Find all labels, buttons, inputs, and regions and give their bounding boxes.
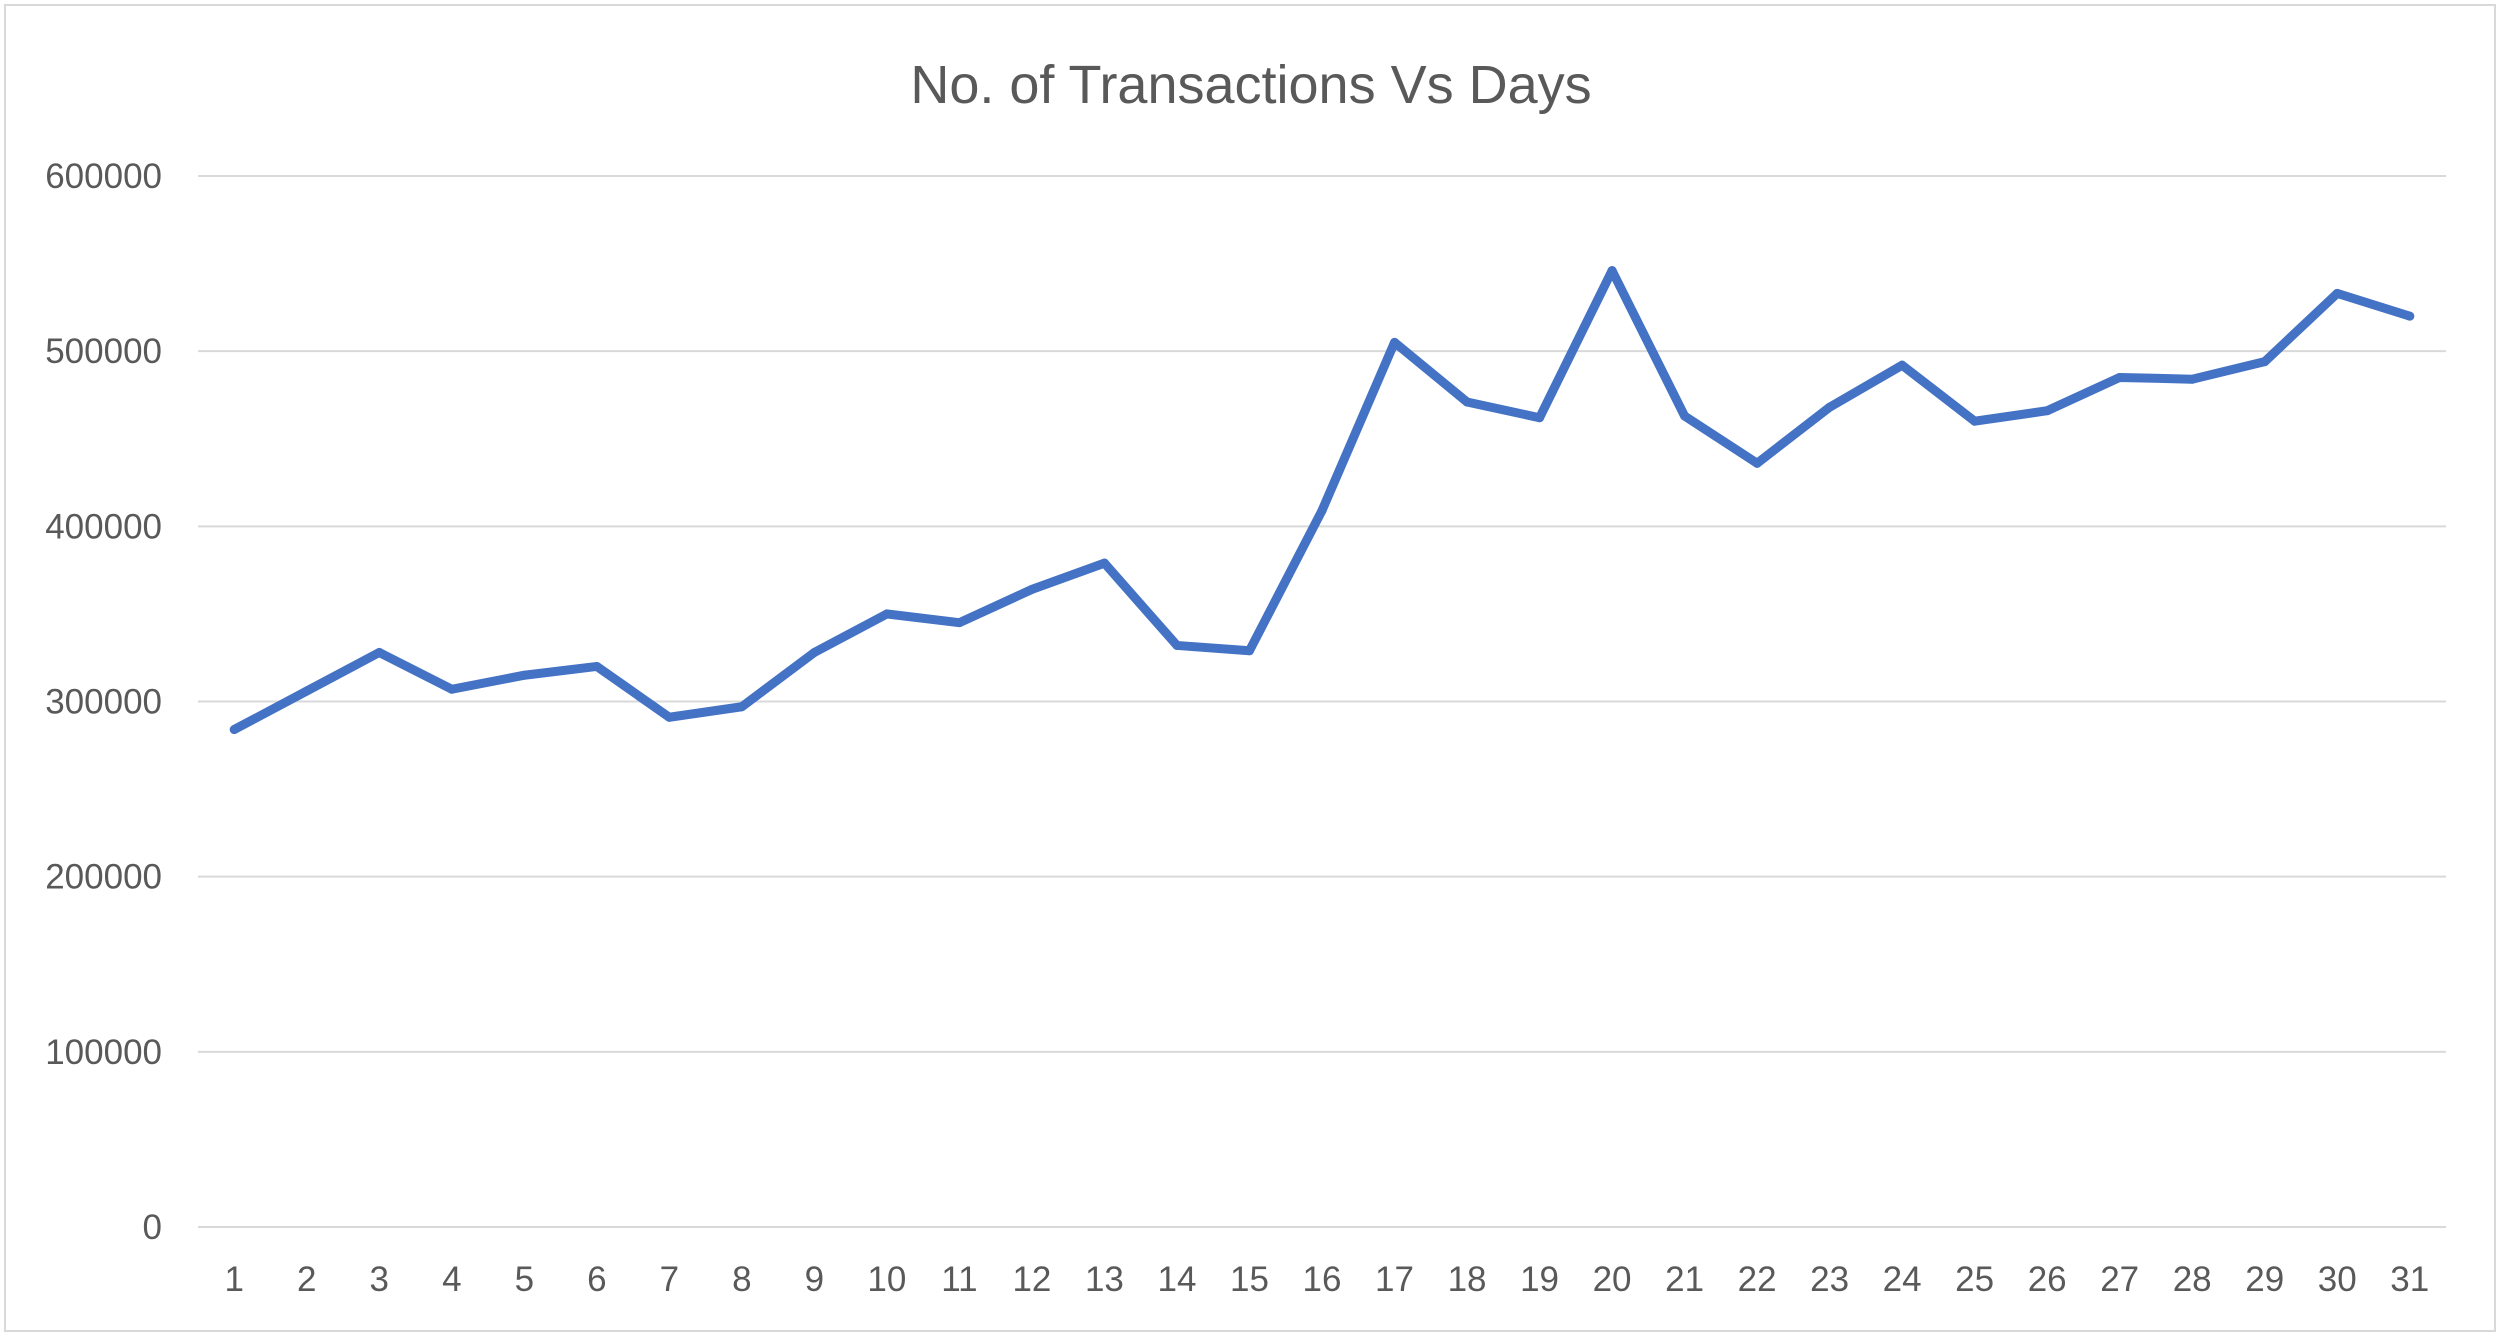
data-point bbox=[1390, 337, 1400, 347]
data-point bbox=[882, 609, 892, 619]
data-point bbox=[2405, 311, 2415, 321]
x-tick-label: 21 bbox=[1665, 1260, 1704, 1299]
data-point bbox=[1027, 584, 1037, 594]
data-point bbox=[1825, 402, 1835, 412]
data-point bbox=[1099, 558, 1109, 568]
y-tick-label: 600000 bbox=[45, 157, 162, 196]
data-point bbox=[1752, 458, 1762, 468]
gridlines bbox=[198, 175, 2446, 1228]
data-point bbox=[2115, 372, 2125, 382]
data-point bbox=[374, 647, 384, 657]
data-point bbox=[229, 725, 239, 735]
x-tick-label: 3 bbox=[370, 1260, 389, 1299]
x-tick-label: 27 bbox=[2100, 1260, 2139, 1299]
data-point bbox=[519, 670, 529, 680]
x-tick-label: 4 bbox=[442, 1260, 461, 1299]
data-point bbox=[447, 684, 457, 694]
series-line bbox=[229, 266, 2415, 735]
x-tick-label: 10 bbox=[867, 1260, 906, 1299]
data-point bbox=[1535, 413, 1545, 423]
data-point bbox=[302, 686, 312, 696]
x-tick-label: 11 bbox=[941, 1260, 977, 1299]
x-tick-label: 7 bbox=[660, 1260, 679, 1299]
x-tick-label: 1 bbox=[225, 1260, 244, 1299]
data-point bbox=[592, 661, 602, 671]
x-axis-ticks: 1 2 3 4 5 6 7 8 9 10 11 12 13 14 15 16 17 18 19 20 21 22 23 24 2… bbox=[225, 1260, 2430, 1299]
x-tick-label: 24 bbox=[1883, 1260, 1922, 1299]
x-tick-label: 26 bbox=[2028, 1260, 2067, 1299]
x-tick-label: 5 bbox=[515, 1260, 534, 1299]
data-point bbox=[2332, 288, 2342, 298]
data-point bbox=[664, 712, 674, 722]
x-tick-label: 20 bbox=[1593, 1260, 1632, 1299]
x-tick-label: 13 bbox=[1085, 1260, 1124, 1299]
x-tick-label: 15 bbox=[1230, 1260, 1269, 1299]
data-point bbox=[2187, 374, 2197, 384]
x-tick-label: 23 bbox=[1810, 1260, 1849, 1299]
y-tick-label: 100000 bbox=[45, 1033, 162, 1072]
data-point bbox=[954, 618, 964, 628]
series-layer bbox=[229, 266, 2415, 735]
data-point bbox=[1462, 397, 1472, 407]
data-point bbox=[1680, 411, 1690, 421]
y-tick-label: 300000 bbox=[45, 683, 162, 722]
y-tick-label: 400000 bbox=[45, 507, 162, 546]
data-point bbox=[1897, 360, 1907, 370]
x-tick-label: 2 bbox=[297, 1260, 316, 1299]
x-tick-label: 8 bbox=[732, 1260, 751, 1299]
chart-frame: No. of Transactions Vs Days 0 100000 20000… bbox=[4, 4, 2496, 1332]
x-tick-label: 29 bbox=[2245, 1260, 2284, 1299]
data-point bbox=[809, 647, 819, 657]
x-tick-label: 18 bbox=[1448, 1260, 1487, 1299]
x-tick-label: 12 bbox=[1012, 1260, 1051, 1299]
y-tick-label: 0 bbox=[143, 1208, 162, 1247]
x-tick-label: 16 bbox=[1303, 1260, 1342, 1299]
x-tick-label: 28 bbox=[2173, 1260, 2212, 1299]
data-point bbox=[1172, 640, 1182, 650]
y-tick-label: 500000 bbox=[45, 332, 162, 371]
data-point bbox=[2042, 406, 2052, 416]
x-tick-label: 30 bbox=[2318, 1260, 2357, 1299]
x-tick-label: 25 bbox=[1955, 1260, 1994, 1299]
data-point bbox=[1607, 266, 1617, 276]
data-point bbox=[737, 702, 747, 712]
x-tick-label: 19 bbox=[1520, 1260, 1559, 1299]
y-tick-label: 200000 bbox=[45, 858, 162, 897]
x-tick-label: 31 bbox=[2390, 1260, 2429, 1299]
data-point bbox=[1317, 506, 1327, 516]
x-tick-label: 14 bbox=[1157, 1260, 1196, 1299]
x-tick-label: 17 bbox=[1375, 1260, 1414, 1299]
x-tick-label: 22 bbox=[1738, 1260, 1777, 1299]
data-point bbox=[1244, 646, 1254, 656]
line-chart: No. of Transactions Vs Days 0 100000 20000… bbox=[45, 55, 2446, 1299]
data-point bbox=[2260, 357, 2270, 367]
data-point bbox=[1970, 416, 1980, 426]
x-tick-label: 9 bbox=[805, 1260, 824, 1299]
y-axis-ticks: 0 100000 200000 300000 400000 500000 600000 bbox=[45, 157, 162, 1247]
x-tick-label: 6 bbox=[587, 1260, 606, 1299]
chart-title: No. of Transactions Vs Days bbox=[910, 55, 1591, 115]
